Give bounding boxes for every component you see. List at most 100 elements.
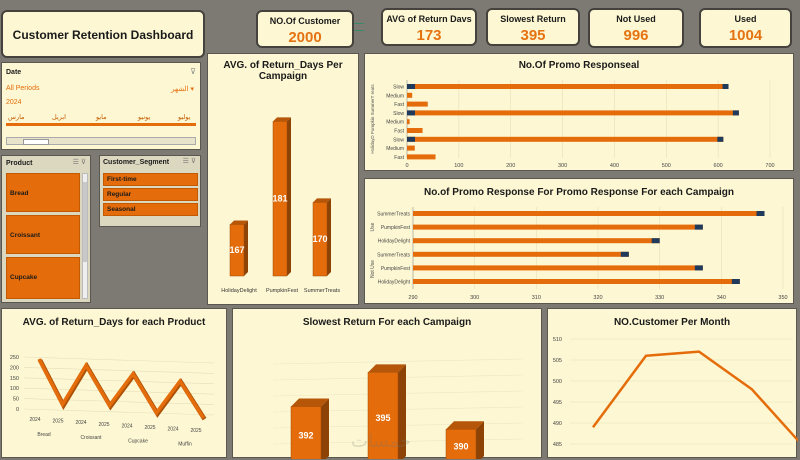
chart-title: No.of Promo Response For Promo Response … — [423, 187, 735, 198]
chart-title: No.Of Promo Responseal — [518, 60, 640, 71]
slowest-bar — [290, 406, 322, 459]
response-bar-segment — [722, 84, 729, 89]
campaign-bar-side — [287, 117, 291, 276]
product-item-label: Croissant — [10, 232, 40, 239]
response-bar-segment — [732, 110, 739, 116]
kpi-value: 2000 — [288, 29, 322, 46]
campaign-response-bar-segment — [694, 265, 703, 271]
x-tick-label: 320 — [593, 295, 602, 301]
campaign-response-bar-segment — [731, 279, 740, 284]
clear-filter-icon[interactable]: ⊽ — [190, 67, 196, 76]
campaign-response-bar-segment — [694, 224, 703, 230]
watermark: خمسات — [351, 431, 412, 452]
month-label[interactable]: يونيو — [138, 114, 151, 121]
date-level-dropdown[interactable]: الشهر ▾ — [171, 86, 194, 93]
month-label[interactable]: مايو — [96, 114, 107, 121]
x-tick-label: HolidayDelight — [221, 288, 257, 294]
customers-line — [591, 350, 798, 443]
timeline-scrollbar[interactable] — [6, 137, 196, 145]
kpi-card-customers: NO.Of Customer 2000 — [256, 10, 354, 48]
campaign-bar-side — [327, 198, 331, 276]
x-tick-label: 2024 — [121, 423, 132, 429]
product-slicer: Product ☰ ⊽ Bread Croissant Cupcake — [1, 155, 91, 303]
response-bar — [407, 110, 739, 116]
y-tick-label: SummerTreats — [377, 212, 410, 218]
x-tick-label: 300 — [558, 163, 567, 169]
gridline — [23, 356, 215, 364]
segment-slicer-label: Customer_Segment — [103, 159, 170, 166]
segment-item-label: Seasonal — [107, 206, 136, 213]
chart-panel-promo-response: No.Of Promo Responseal 0 100 200 300 400 500 6… — [364, 53, 794, 171]
campaign-response-bar — [413, 224, 703, 230]
x-tick-label: 2024 — [75, 420, 86, 426]
y-tick-label: SummerTreats — [377, 252, 410, 258]
y-tick-label: 0 — [16, 407, 19, 413]
chart-promo-response-campaign: 290 300 310 320 330 340 350 SummerTreats Pumpkin… — [370, 207, 788, 301]
x-tick-label: 310 — [532, 295, 541, 301]
chart-title: Slowest Return For each Campaign — [302, 317, 472, 328]
x-tick-label: SummerTreats — [304, 288, 340, 294]
kpi-label: Slowest Return — [500, 14, 566, 24]
response-bar-segment — [717, 136, 724, 142]
scrollbar-thumb[interactable] — [83, 182, 87, 262]
product-item-cupcake[interactable]: Cupcake — [6, 257, 80, 299]
x-tick-label: 500 — [662, 163, 671, 169]
segment-item-regular[interactable]: Regular — [103, 188, 198, 201]
y-tick-label: Slow — [393, 111, 404, 117]
response-bar — [407, 128, 423, 133]
y-tick-label: 200 — [10, 365, 19, 371]
campaign-response-bar — [413, 238, 660, 244]
chart-title: NO.Customer Per Month — [613, 317, 731, 328]
month-strip[interactable]: مارس ابريل مايو يونيو يوليو — [6, 113, 196, 133]
slowest-bar-top — [446, 421, 484, 430]
month-label[interactable]: مارس — [8, 114, 25, 121]
chart-customers-month: 485 490 495 500 505 510 — [553, 337, 798, 448]
x-tick-label: 400 — [610, 163, 619, 169]
scrollbar-thumb[interactable] — [23, 139, 49, 145]
slowest-bar-side — [321, 398, 329, 459]
segment-item-first-time[interactable]: First-time — [103, 173, 198, 186]
gridline — [23, 408, 215, 416]
group-label: Not Use — [370, 260, 376, 278]
product-item-label: Bread — [10, 190, 29, 197]
kpi-value: 395 — [520, 27, 546, 44]
kpi-label: NO.Of Customer — [269, 16, 341, 26]
y-tick-label: 150 — [10, 376, 19, 382]
y-tick-label: HolidayDelight — [378, 239, 411, 245]
y-tick-label: 100 — [10, 386, 19, 392]
gridline — [23, 367, 215, 374]
campaign-response-bar — [413, 279, 740, 284]
gridline — [23, 398, 215, 405]
campaign-response-bar-segment — [651, 238, 660, 244]
product-item-croissant[interactable]: Croissant — [6, 215, 80, 254]
y-tick-label: Slow — [393, 137, 404, 143]
campaign-response-bar-segment — [756, 211, 765, 216]
x-tick-label: 350 — [778, 295, 787, 301]
month-label[interactable]: ابريل — [52, 114, 66, 121]
data-label: 170 — [312, 234, 327, 244]
month-label[interactable]: يوليو — [178, 114, 191, 121]
filter-icon[interactable]: ☰ ⊽ — [182, 158, 196, 165]
x-tick-label: 2025 — [190, 428, 201, 434]
segment-item-seasonal[interactable]: Seasonal — [103, 203, 198, 216]
y-tick-label: 500 — [553, 379, 562, 385]
group-label: Bread — [37, 432, 51, 438]
response-bar-segment — [407, 136, 415, 142]
data-label: 390 — [453, 442, 468, 452]
chart-panel-slowest-return: Slowest Return For each Campaign 392 395 3… — [232, 308, 542, 459]
date-selection[interactable]: All Periods — [6, 85, 40, 92]
data-label: 395 — [375, 413, 390, 423]
dashboard-title: Customer Retention Dashboard — [12, 28, 194, 42]
campaign-bar-top — [230, 220, 248, 225]
slowest-bar — [445, 429, 477, 459]
product-item-label: Cupcake — [10, 274, 38, 281]
filter-icon[interactable]: ☰ ⊽ — [72, 159, 86, 166]
response-bar — [407, 154, 436, 160]
x-tick-label: 2025 — [52, 419, 63, 425]
product-item-bread[interactable]: Bread — [6, 173, 80, 212]
group-axis-label: HolidayD Pumpkin SummerT reats — [370, 84, 375, 154]
chart-avg-return-product: 0 50 100 150 200 250 2024 2025 2024 2025 2024 2025 2… — [10, 355, 215, 448]
product-scrollbar[interactable] — [82, 173, 88, 299]
slowest-bar-top — [368, 364, 406, 373]
response-bar — [407, 101, 428, 107]
